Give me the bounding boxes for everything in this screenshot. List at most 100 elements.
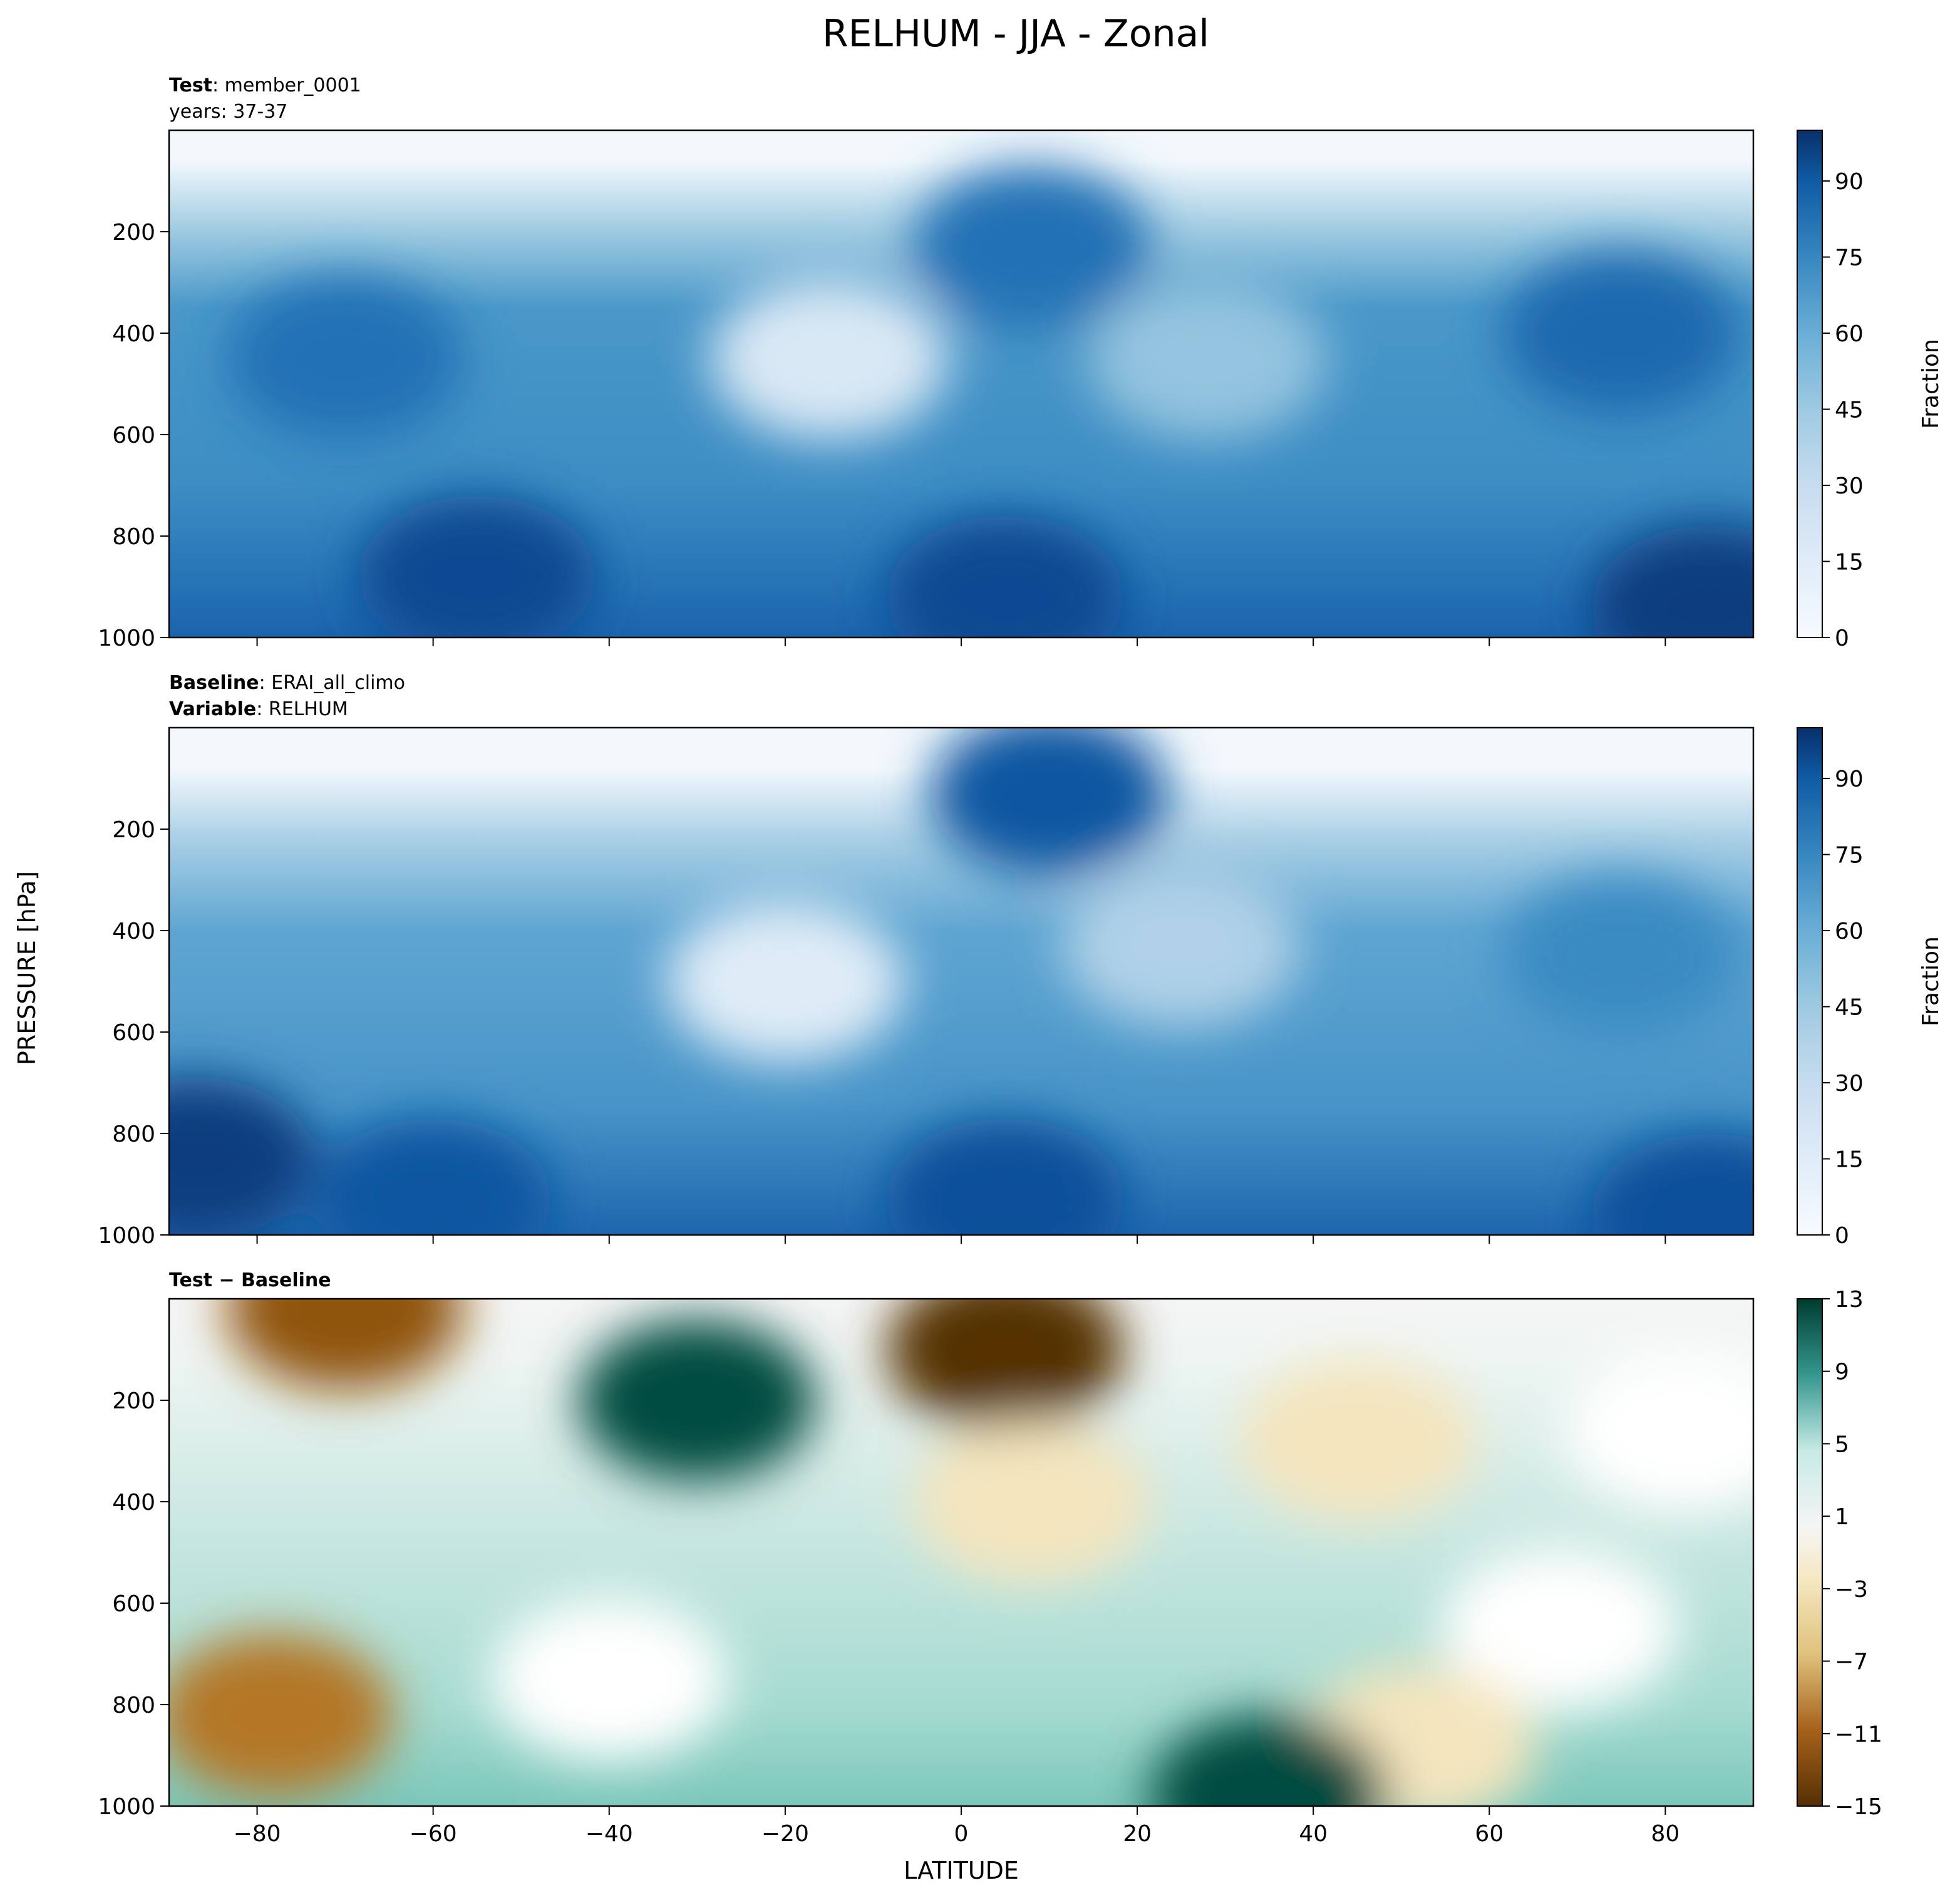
x-tick-label: −40 — [585, 1821, 633, 1847]
colorbar-label: Fraction — [1918, 339, 1944, 429]
panel-header-text: : RELHUM — [256, 698, 348, 720]
colorbar-scale — [1797, 130, 1823, 638]
y-tick-label: 600 — [112, 1020, 155, 1046]
colorbar-label: Fraction — [1918, 936, 1944, 1026]
colorbar-tick-label: −11 — [1835, 1722, 1882, 1747]
colorbar-tick-label: 0 — [1835, 626, 1849, 651]
x-tick-label: 60 — [1475, 1821, 1504, 1847]
x-tick-label: 80 — [1651, 1821, 1680, 1847]
test-anomaly — [1088, 277, 1327, 440]
colorbar-tick-label: 60 — [1835, 919, 1864, 944]
panel-header-bold: Baseline — [169, 672, 259, 694]
colorbar-tick-label: 30 — [1835, 1071, 1864, 1097]
difference-anomaly — [169, 1633, 394, 1796]
baseline-anomaly — [1502, 874, 1740, 1038]
difference-anomaly — [1238, 1360, 1477, 1522]
baseline-anomaly — [314, 1118, 552, 1235]
colorbar-tick-label: 90 — [1835, 169, 1864, 195]
colorbar-tick-label: 60 — [1835, 321, 1864, 347]
x-tick-label: 40 — [1299, 1821, 1328, 1847]
difference-anomaly — [490, 1598, 728, 1761]
difference-anomaly — [886, 1299, 1124, 1431]
difference-anomaly — [578, 1319, 817, 1482]
colorbar-tick-label: 15 — [1835, 1147, 1864, 1173]
y-tick-label: 600 — [112, 423, 155, 448]
y-tick-label: 800 — [112, 1122, 155, 1147]
colorbar-tick-label: −15 — [1835, 1794, 1882, 1820]
difference-anomaly — [1564, 1350, 1753, 1512]
colorbar-tick-label: 13 — [1835, 1287, 1864, 1313]
test-anomalies — [226, 165, 1753, 638]
baseline-colorbar: 0 15 30 45 60 75 90 Fraction — [1797, 727, 1944, 1249]
panel-header-bold: Test — [169, 75, 212, 96]
panel-header-text: years: 37-37 — [169, 101, 287, 123]
colorbar-tick-label: 90 — [1835, 767, 1864, 792]
test-anomaly — [1591, 525, 1753, 638]
baseline-anomaly — [930, 728, 1168, 875]
test-anomaly — [358, 495, 596, 638]
x-tick-label: 20 — [1123, 1821, 1152, 1847]
panel-header-line: years: 37-37 — [169, 101, 287, 123]
baseline-field — [169, 728, 1753, 1235]
x-tick-label: −20 — [761, 1821, 809, 1847]
figure-title: RELHUM - JJA - Zonal — [822, 12, 1209, 56]
colorbar-tick-label: 5 — [1835, 1432, 1849, 1457]
colorbar-tick-label: −3 — [1835, 1577, 1868, 1603]
baseline-anomalies — [169, 728, 1753, 1235]
x-tick-label: 0 — [954, 1821, 969, 1847]
y-tick-label: 800 — [112, 1693, 155, 1718]
panel-header-text: : ERAI_all_climo — [259, 672, 405, 694]
test-colorbar: 0 15 30 45 60 75 90 Fraction — [1797, 130, 1944, 651]
y-tick-label: 400 — [112, 321, 155, 347]
baseline-anomaly — [169, 1077, 314, 1235]
y-tick-label: 800 — [112, 524, 155, 550]
baseline-anomaly — [666, 900, 904, 1063]
y-tick-label: 200 — [112, 1388, 155, 1414]
difference-anomaly — [226, 1299, 464, 1390]
y-tick-label: 1000 — [98, 1223, 155, 1249]
shared-x-axis-label: LATITUDE — [904, 1857, 1019, 1884]
x-tick-label: −80 — [234, 1821, 281, 1847]
difference-anomalies — [169, 1299, 1753, 1806]
shared-y-axis-label: PRESSURE [hPa] — [13, 871, 41, 1065]
y-tick-label: 1000 — [98, 1794, 155, 1820]
colorbar-scale — [1797, 1298, 1823, 1807]
x-tick-label: −60 — [410, 1821, 457, 1847]
colorbar-tick-label: 1 — [1835, 1504, 1849, 1530]
colorbar-scale — [1797, 727, 1823, 1236]
baseline-anomaly — [886, 1118, 1124, 1235]
colorbar-tick-label: 30 — [1835, 473, 1864, 499]
colorbar-tick-label: −7 — [1835, 1650, 1868, 1675]
baseline-anomaly — [1591, 1133, 1753, 1235]
y-tick-label: 200 — [112, 220, 155, 245]
panel-header-line: Test − Baseline — [169, 1269, 331, 1291]
colorbar-tick-label: 75 — [1835, 843, 1864, 869]
difference-field — [169, 1299, 1753, 1806]
y-tick-label: 400 — [112, 1490, 155, 1515]
difference-anomaly — [912, 1420, 1151, 1583]
test-anomaly — [226, 277, 464, 440]
colorbar-tick-label: 15 — [1835, 550, 1864, 576]
panel-header-bold: Variable — [169, 698, 256, 720]
difference-anomaly — [1150, 1715, 1388, 1806]
panel-header-line: Variable: RELHUM — [169, 698, 348, 720]
colorbar-tick-label: 0 — [1835, 1223, 1849, 1249]
baseline-anomaly — [1062, 864, 1301, 1027]
difference-colorbar: −15 −11 −7 −3 1 5 9 13 — [1797, 1287, 1882, 1820]
test-field — [169, 130, 1753, 638]
colorbar-tick-label: 75 — [1835, 245, 1864, 271]
panel-header-line: Baseline: ERAI_all_climo — [169, 672, 405, 694]
y-tick-label: 600 — [112, 1591, 155, 1617]
test-anomaly — [1502, 252, 1740, 415]
test-anomaly — [912, 165, 1151, 328]
test-anomaly — [710, 277, 948, 440]
colorbar-tick-label: 9 — [1835, 1360, 1849, 1385]
y-tick-label: 400 — [112, 919, 155, 944]
colorbar-tick-label: 45 — [1835, 995, 1864, 1021]
panel-header-text: : member_0001 — [212, 75, 361, 96]
panel-header-bold: Test − Baseline — [169, 1269, 331, 1291]
